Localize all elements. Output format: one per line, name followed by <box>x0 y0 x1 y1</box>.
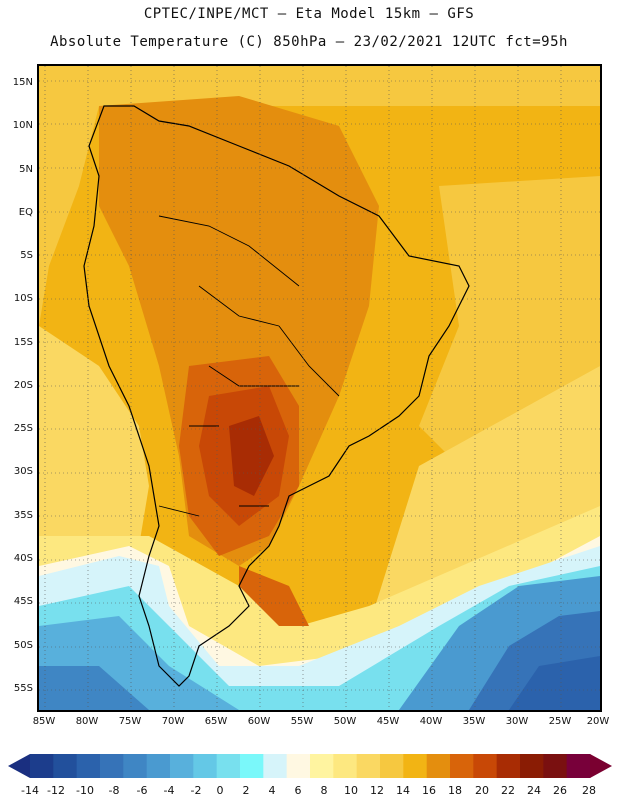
colorbar-cell <box>100 754 124 778</box>
lat-label: 50S <box>13 640 33 651</box>
colorbar-cell <box>566 754 591 778</box>
lon-label: 45W <box>376 716 400 727</box>
colorbar-label: 16 <box>422 784 436 797</box>
colorbar-cell <box>333 754 358 778</box>
colorbar-cell <box>450 754 474 778</box>
colorbar-cell <box>286 754 311 778</box>
colorbar-label: -2 <box>190 784 202 797</box>
colorbar-label: 28 <box>582 784 596 797</box>
colorbar-label: -10 <box>76 784 94 797</box>
colorbar-cell <box>76 754 101 778</box>
lat-label: 40S <box>13 553 33 564</box>
colorbar-cells <box>30 754 591 778</box>
lon-label: 75W <box>118 716 142 727</box>
colorbar-cell <box>473 754 498 778</box>
colorbar-label: 6 <box>294 784 302 797</box>
colorbar-over-arrow <box>590 754 612 778</box>
colorbar-cell <box>380 754 404 778</box>
colorbar-cell <box>240 754 264 778</box>
colorbar-label: 0 <box>216 784 224 797</box>
lat-label: 5N <box>19 164 33 175</box>
darkest-blue-zone <box>509 656 600 710</box>
colorbar-cell <box>543 754 568 778</box>
lon-label: 70W <box>161 716 185 727</box>
lat-label: 20S <box>13 380 33 391</box>
west-blue-zone <box>39 666 149 710</box>
lat-label: 15N <box>12 77 33 88</box>
colorbar-label: 26 <box>553 784 567 797</box>
lat-label: 30S <box>13 466 33 477</box>
colorbar-label: -14 <box>21 784 39 797</box>
colorbar-label: -8 <box>108 784 120 797</box>
patagonia-orange <box>239 566 309 626</box>
colorbar-cell <box>496 754 521 778</box>
colorbar-label: 18 <box>448 784 462 797</box>
temperature-map <box>37 64 602 712</box>
colorbar-cell <box>403 754 428 778</box>
lat-label: 5S <box>20 250 33 261</box>
colorbar-label: 24 <box>527 784 541 797</box>
lon-label: 20W <box>586 716 610 727</box>
lat-label: 55S <box>13 683 33 694</box>
colorbar-label: 12 <box>370 784 384 797</box>
colorbar-label: -6 <box>136 784 148 797</box>
colorbar-cell <box>123 754 148 778</box>
colorbar-cell <box>53 754 78 778</box>
lat-label: 45S <box>13 596 33 607</box>
colorbar-cell <box>263 754 288 778</box>
colorbar-cell <box>426 754 451 778</box>
heat-core-max <box>229 416 274 496</box>
coastline <box>83 105 470 687</box>
lon-label: 65W <box>204 716 228 727</box>
continent-orange <box>99 96 379 566</box>
pacific-pale-strip <box>39 326 149 566</box>
colorbar-label: 2 <box>242 784 250 797</box>
lat-label: 10N <box>12 120 33 131</box>
north-yellow-band <box>39 66 600 106</box>
colorbar-label: 20 <box>475 784 489 797</box>
colorbar-cell <box>193 754 218 778</box>
map-title-line2: Absolute Temperature (C) 850hPa – 23/02/… <box>50 34 568 50</box>
colorbar-under-arrow <box>8 754 30 778</box>
colorbar-cell <box>310 754 334 778</box>
lon-label: 50W <box>333 716 357 727</box>
pacific-yellow-strip <box>39 106 99 326</box>
colorbar-label: 14 <box>396 784 410 797</box>
colorbar-label: -12 <box>47 784 65 797</box>
colorbar-label: 8 <box>320 784 328 797</box>
colorbar-cell <box>520 754 544 778</box>
lat-label: 10S <box>13 293 33 304</box>
lat-label: EQ <box>18 207 33 218</box>
colorbar-cell <box>216 754 241 778</box>
lon-label: 85W <box>32 716 56 727</box>
colorbar-cell <box>170 754 194 778</box>
lon-label: 35W <box>462 716 486 727</box>
lon-label: 30W <box>505 716 529 727</box>
colorbar-cell <box>356 754 381 778</box>
lon-label: 40W <box>419 716 443 727</box>
colorbar-label: 10 <box>344 784 358 797</box>
map-title-line1: CPTEC/INPE/MCT – Eta Model 15km – GFS <box>143 6 475 22</box>
colorbar-label: 4 <box>268 784 276 797</box>
lat-label: 15S <box>13 337 33 348</box>
lat-label: 35S <box>13 510 33 521</box>
color-scale-bar <box>8 754 612 778</box>
lon-label: 55W <box>290 716 314 727</box>
colorbar-label: -4 <box>163 784 175 797</box>
colorbar-cell <box>146 754 171 778</box>
lon-label: 25W <box>548 716 572 727</box>
colorbar-cell <box>30 754 54 778</box>
graticule <box>39 66 600 710</box>
lat-label: 25S <box>13 423 33 434</box>
lon-label: 80W <box>75 716 99 727</box>
colorbar-label: 22 <box>501 784 515 797</box>
lon-label: 60W <box>247 716 271 727</box>
